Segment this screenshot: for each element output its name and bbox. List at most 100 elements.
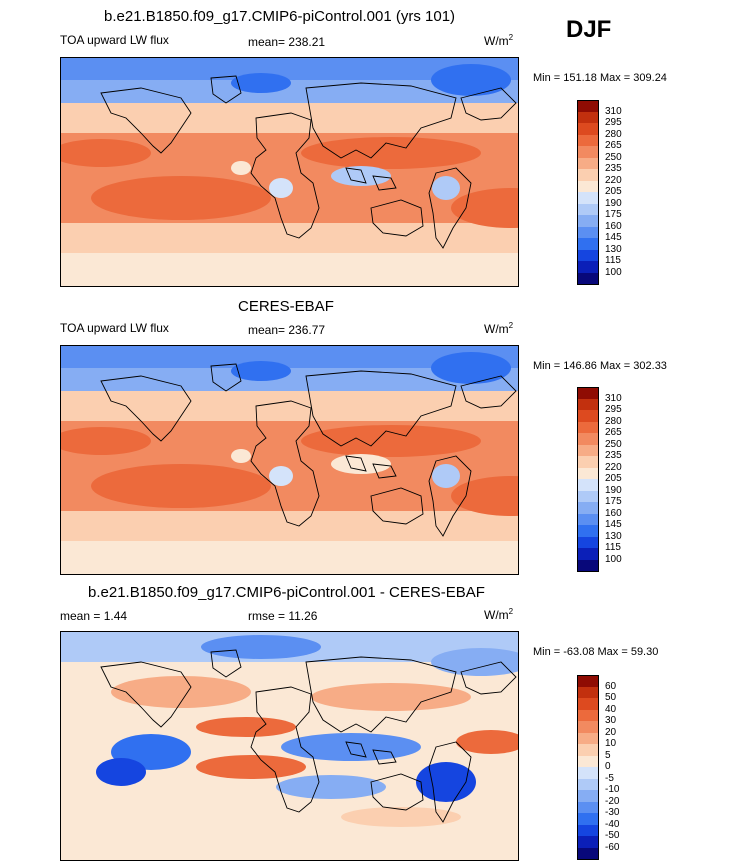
panel-1-colorbar-swatch: [577, 215, 599, 227]
panel-1-colorbar-swatch: [577, 180, 599, 193]
panel-3-colorbar-swatch: [577, 675, 599, 687]
panel-2-colorbar-swatch: [577, 421, 599, 434]
panel-2-title: CERES-EBAF: [238, 298, 334, 315]
panel-2-colorbar-swatch: [577, 548, 599, 560]
panel-1-colorbar-level-label: 295: [605, 117, 622, 128]
panel-2-colorbar-swatch: [577, 536, 599, 549]
panel-3-map: [60, 631, 519, 861]
panel-3-units: W/m2: [484, 607, 514, 622]
panel-2-colorbar-swatch: [577, 433, 599, 445]
panel-3-colorbar-swatch: [577, 801, 599, 814]
panel-2-colorbar-level-label: 280: [605, 415, 622, 427]
panel-1-colorbar-level-label: 205: [605, 186, 622, 197]
panel-3-colorbar-swatch: [577, 709, 599, 722]
panel-3-colorbar-level-label: 0: [605, 761, 611, 772]
panel-1-colorbar-level-label: 160: [605, 220, 622, 232]
panel-3-title: b.e21.B1850.f09_g17.CMIP6-piControl.001 …: [88, 584, 485, 601]
panel-1-colorbar-level-label: 265: [605, 140, 622, 151]
panel-3-colorbar-level-label: 10: [605, 738, 617, 749]
panel-1-colorbar-level-label: 235: [605, 163, 622, 174]
panel-1-title: b.e21.B1850.f09_g17.CMIP6-piControl.001 …: [104, 8, 456, 25]
panel-1-colorbar-level-label: 190: [605, 197, 622, 209]
panel-2-mean: mean= 236.77: [248, 323, 326, 337]
panel-3-colorbar-swatch: [577, 790, 599, 802]
panel-3-mean: mean = 1.44: [60, 609, 128, 623]
panel-2-colorbar-level-label: 295: [605, 404, 622, 415]
panel-3-colorbar-swatch: [577, 778, 599, 791]
panel-3-colorbar-level-label: 50: [605, 692, 617, 703]
panel-2-map: [60, 345, 519, 575]
panel-1-colorbar-level-label: 115: [605, 255, 621, 266]
panel-3-colorbar-swatch: [577, 767, 599, 779]
panel-2-units: W/m2: [484, 321, 514, 336]
panel-3-colorbar-level-label: -5: [605, 772, 614, 784]
panel-1-variable-label: TOA upward LW flux: [60, 33, 169, 47]
panel-3-colorbar-level-label: 30: [605, 715, 617, 726]
panel-1-field: [61, 58, 518, 286]
panel-2-colorbar-swatch: [577, 467, 599, 480]
panel-3-colorbar-swatch: [577, 698, 599, 710]
panel-2-colorbar-level-label: 190: [605, 484, 622, 496]
panel-3-colorbar-swatch: [577, 744, 599, 756]
panel-3-colorbar-swatch: [577, 836, 599, 848]
panel-1-colorbar-swatch: [577, 192, 599, 204]
panel-3-colorbar-level-label: -10: [605, 784, 620, 795]
panel-2-minmax: Min = 146.86 Max = 302.33: [533, 360, 667, 372]
panel-3-colorbar-level-label: -30: [605, 807, 620, 818]
panel-3-colorbar-level-label: -50: [605, 830, 620, 841]
panel-2-colorbar-level-label: 220: [605, 461, 622, 473]
panel-2-colorbar-level-label: 115: [605, 542, 621, 553]
panel-1-colorbar-swatch: [577, 123, 599, 135]
panel-2-colorbar-swatch: [577, 490, 599, 503]
panel-1-colorbar-swatch: [577, 261, 599, 273]
panel-1-colorbar-level-label: 145: [605, 232, 622, 243]
panel-3-colorbar-level-label: -40: [605, 818, 620, 830]
panel-2-colorbar-level-label: 145: [605, 519, 622, 530]
panel-2-colorbar-level-label: 205: [605, 473, 622, 484]
panel-2-colorbar-swatch: [577, 479, 599, 491]
panel-3-colorbar-level-label: 20: [605, 726, 617, 738]
panel-1-map: [60, 57, 519, 287]
panel-2-colorbar-swatch: [577, 502, 599, 514]
panel-3-colorbar-swatch: [577, 732, 599, 745]
panel-3-colorbar-level-label: 5: [605, 749, 611, 761]
panel-2-colorbar-swatch: [577, 387, 599, 399]
panel-2-colorbar-level-label: 130: [605, 530, 622, 542]
panel-3-colorbar-level-label: -20: [605, 795, 620, 807]
panel-2-colorbar-swatch: [577, 456, 599, 468]
panel-3-minmax: Min = -63.08 Max = 59.30: [533, 646, 659, 658]
season-label: DJF: [566, 16, 612, 43]
panel-3-colorbar: 60 50 40 30 20 10 5 0 -5 -10 -20 -30 -40 -50 -60: [577, 675, 637, 860]
panel-3-field: [61, 632, 518, 860]
panel-1-colorbar-swatch: [577, 111, 599, 124]
panel-2-variable-label: TOA upward LW flux: [60, 321, 169, 335]
panel-2-field: [61, 346, 518, 574]
panel-1-colorbar-swatch: [577, 157, 599, 170]
panel-2-colorbar-swatch: [577, 444, 599, 457]
panel-2-colorbar-swatch: [577, 559, 599, 572]
panel-2-colorbar-swatch: [577, 513, 599, 526]
panel-1-colorbar-swatch: [577, 134, 599, 147]
panel-1-colorbar-swatch: [577, 226, 599, 239]
panel-3-rmse: rmse = 11.26: [248, 609, 318, 623]
panel-3-colorbar-swatch: [577, 847, 599, 860]
panel-1-colorbar-level-label: 175: [605, 209, 622, 220]
panel-2-colorbar-level-label: 100: [605, 553, 622, 565]
panel-2-colorbar-level-label: 265: [605, 427, 622, 438]
panel-2-colorbar-swatch: [577, 525, 599, 537]
panel-3-colorbar-swatch: [577, 813, 599, 825]
panel-2-colorbar-level-label: 235: [605, 450, 622, 461]
panel-1-units: W/m2: [484, 33, 514, 48]
panel-1-colorbar-level-label: 130: [605, 243, 622, 255]
panel-2-colorbar-level-label: 310: [605, 392, 622, 404]
panel-1-colorbar-swatch: [577, 146, 599, 158]
panel-3-colorbar-swatch: [577, 755, 599, 768]
panel-2-colorbar-level-label: 175: [605, 496, 622, 507]
panel-2-colorbar-level-label: 250: [605, 438, 622, 450]
panel-3-colorbar-swatch: [577, 721, 599, 733]
panel-3-colorbar-level-label: 60: [605, 680, 617, 692]
panel-1-colorbar-swatch: [577, 169, 599, 181]
panel-3-colorbar-swatch: [577, 686, 599, 699]
panel-2-colorbar-level-label: 160: [605, 507, 622, 519]
panel-2-colorbar-swatch: [577, 398, 599, 411]
